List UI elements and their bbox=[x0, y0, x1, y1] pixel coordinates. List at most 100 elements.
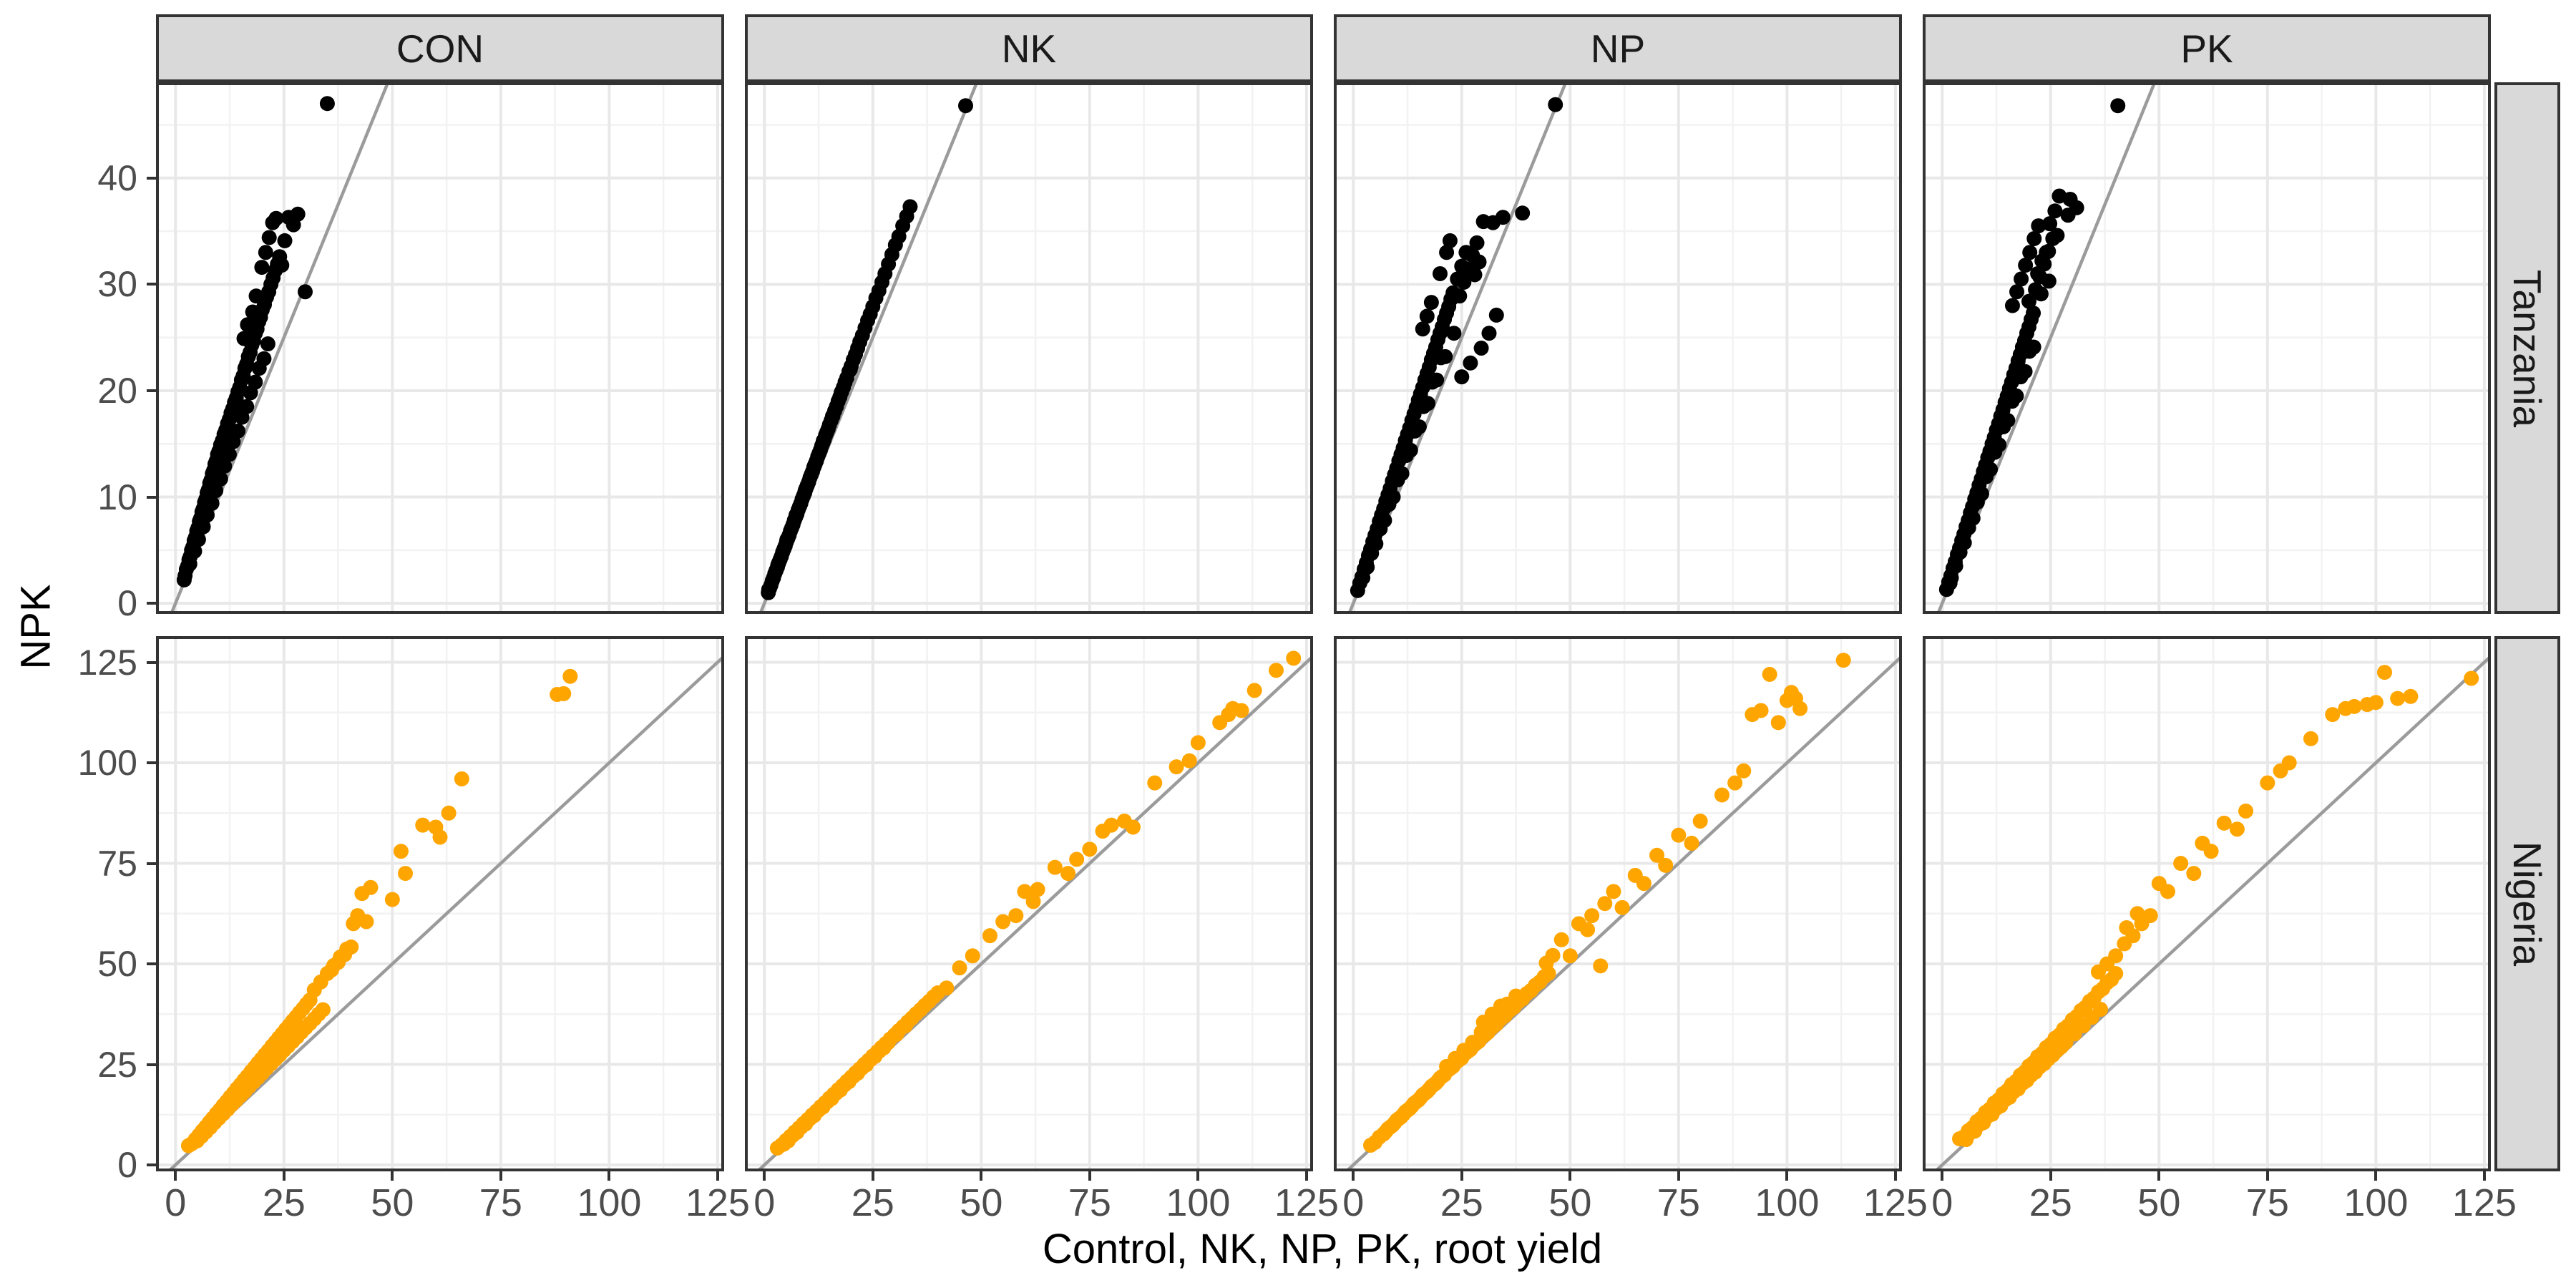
y-tick-label: 75 bbox=[97, 843, 137, 884]
x-tick-label: 0 bbox=[165, 1181, 187, 1224]
point bbox=[1473, 341, 1489, 356]
point bbox=[1454, 369, 1470, 385]
point bbox=[2017, 364, 2033, 379]
point bbox=[770, 557, 786, 573]
point bbox=[176, 572, 192, 587]
facet-col-strip-np: NP bbox=[1334, 14, 1902, 82]
x-tick-label: 25 bbox=[1440, 1181, 1483, 1224]
point bbox=[2030, 265, 2046, 281]
x-axis-tick bbox=[2482, 1171, 2486, 1181]
point bbox=[2009, 388, 2024, 404]
point bbox=[2042, 216, 2058, 232]
point bbox=[2303, 731, 2318, 746]
point bbox=[204, 495, 220, 511]
x-tick-label: 125 bbox=[1863, 1181, 1928, 1224]
y-tick-label: 50 bbox=[97, 944, 137, 985]
point bbox=[1727, 775, 1743, 791]
x-axis-tick bbox=[1196, 1171, 1200, 1181]
identity-line bbox=[169, 82, 390, 614]
panel-border bbox=[745, 82, 1313, 614]
point bbox=[1684, 835, 1699, 851]
point bbox=[1402, 442, 1418, 458]
y-axis-tick bbox=[147, 495, 156, 499]
facet-col-strip-nk: NK bbox=[745, 14, 1313, 82]
point bbox=[1671, 827, 1687, 843]
x-tick-label: 100 bbox=[1166, 1181, 1231, 1224]
point bbox=[1495, 210, 1511, 225]
point bbox=[2346, 698, 2362, 714]
x-axis-tick bbox=[1893, 1171, 1897, 1181]
point bbox=[1456, 274, 1472, 290]
y-tick-label: 30 bbox=[97, 264, 137, 305]
point bbox=[1419, 308, 1435, 324]
point bbox=[195, 519, 211, 535]
point bbox=[1047, 859, 1063, 875]
point bbox=[2238, 803, 2254, 819]
point bbox=[1368, 536, 1384, 552]
panel-Nigeria-PK bbox=[1923, 636, 2491, 1171]
point bbox=[2021, 293, 2036, 309]
panel-border bbox=[1923, 636, 2491, 1171]
point bbox=[2041, 273, 2057, 289]
panel-Tanzania-CON bbox=[156, 82, 724, 614]
point bbox=[1030, 882, 1045, 897]
point bbox=[824, 409, 840, 424]
point bbox=[1606, 884, 1621, 899]
point bbox=[995, 914, 1011, 930]
point bbox=[441, 805, 457, 821]
point bbox=[1580, 922, 1596, 937]
point bbox=[261, 230, 277, 245]
point bbox=[1430, 1073, 1445, 1089]
point bbox=[208, 483, 224, 499]
point bbox=[236, 331, 252, 346]
facet-col-label-pk: PK bbox=[2180, 26, 2233, 71]
point bbox=[2186, 866, 2202, 882]
point bbox=[274, 258, 290, 273]
facet-row-label-nigeria: Nigeria bbox=[2505, 841, 2550, 967]
point bbox=[2216, 815, 2232, 831]
point bbox=[1103, 817, 1119, 833]
point bbox=[415, 817, 431, 833]
point bbox=[1125, 819, 1141, 835]
point bbox=[562, 668, 578, 684]
point bbox=[1429, 372, 1445, 388]
point bbox=[254, 260, 270, 275]
point bbox=[1442, 233, 1458, 248]
point bbox=[1439, 245, 1455, 260]
point bbox=[1008, 908, 1024, 924]
point bbox=[2049, 228, 2065, 243]
y-tick-label: 10 bbox=[97, 477, 137, 517]
y-axis-tick bbox=[147, 1063, 156, 1066]
x-axis-tick bbox=[871, 1171, 874, 1181]
point bbox=[393, 844, 409, 859]
y-axis-tick bbox=[147, 660, 156, 664]
point bbox=[1025, 894, 1041, 909]
x-tick-label: 100 bbox=[577, 1181, 642, 1224]
point bbox=[230, 423, 246, 439]
point bbox=[965, 948, 980, 964]
point bbox=[902, 199, 918, 215]
x-axis-tick bbox=[716, 1171, 719, 1181]
point bbox=[1948, 558, 1963, 574]
point bbox=[1411, 419, 1427, 434]
point bbox=[1452, 288, 1468, 304]
point bbox=[789, 507, 804, 523]
facet-row-strip-tanzania: Tanzania bbox=[2494, 82, 2560, 614]
point bbox=[1692, 814, 1708, 829]
point bbox=[213, 471, 228, 487]
point bbox=[277, 233, 293, 248]
point bbox=[256, 351, 272, 366]
point bbox=[384, 892, 400, 907]
point bbox=[454, 771, 469, 787]
point bbox=[556, 686, 572, 701]
x-axis-tick bbox=[499, 1171, 502, 1181]
x-tick-label: 25 bbox=[851, 1181, 894, 1224]
point bbox=[2110, 98, 2126, 114]
panel-border bbox=[1334, 82, 1902, 614]
x-tick-label: 0 bbox=[1342, 1181, 1365, 1224]
y-axis-tick bbox=[147, 176, 156, 180]
y-tick-label: 125 bbox=[77, 642, 137, 683]
x-tick-label: 50 bbox=[2137, 1181, 2181, 1224]
point bbox=[1169, 759, 1184, 775]
point bbox=[2004, 298, 2020, 313]
